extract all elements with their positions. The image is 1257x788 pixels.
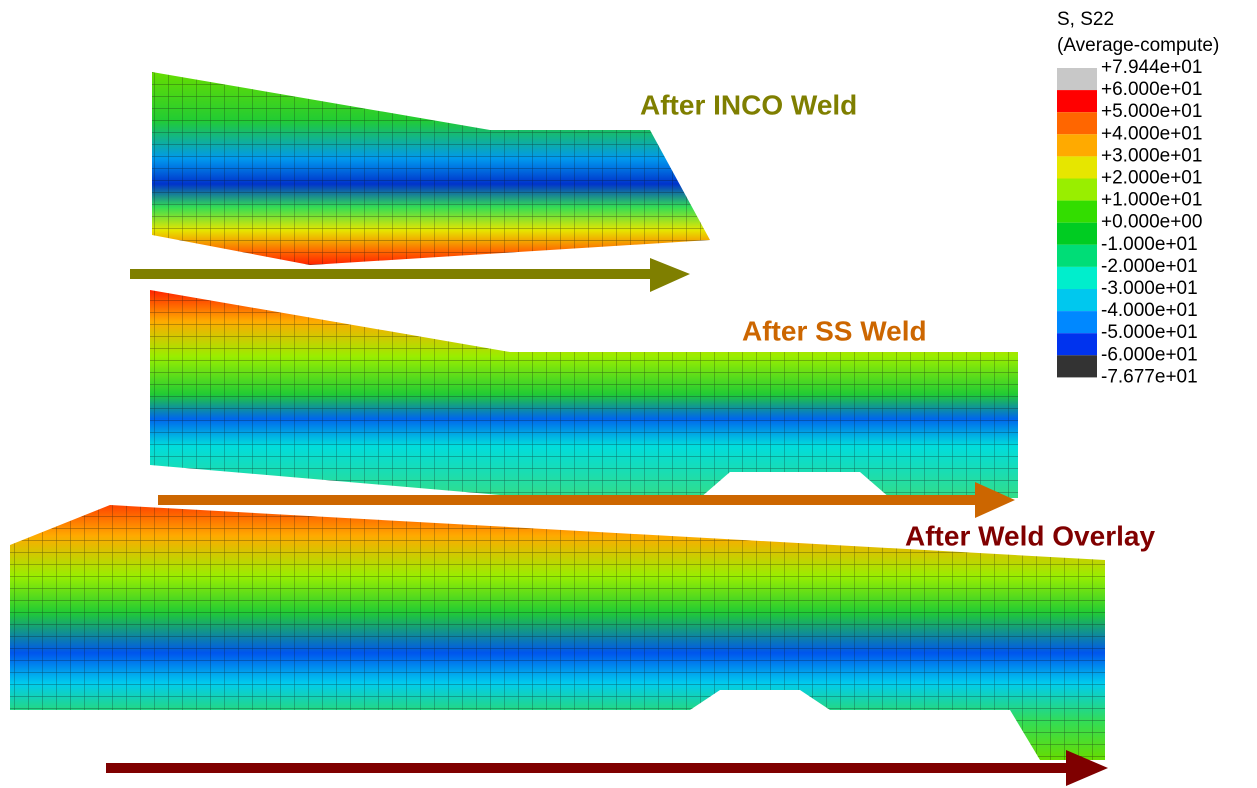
legend-label: -1.000e+01 bbox=[1101, 234, 1198, 255]
legend-label: -5.000e+01 bbox=[1101, 322, 1198, 343]
legend-swatch bbox=[1057, 333, 1097, 355]
legend-label: +4.000e+01 bbox=[1101, 123, 1202, 144]
legend-swatch bbox=[1057, 201, 1097, 223]
contour-plot-inco bbox=[152, 72, 710, 265]
legend-title: S, S22 bbox=[1057, 9, 1114, 30]
legend-swatch bbox=[1057, 134, 1097, 156]
caption: After INCO Weld bbox=[640, 89, 857, 120]
legend-colorbar bbox=[1057, 68, 1097, 377]
legend-title: (Average-compute) bbox=[1057, 35, 1219, 56]
legend-label: +7.944e+01 bbox=[1101, 57, 1202, 78]
caption: After Weld Overlay bbox=[905, 520, 1155, 551]
legend-swatch bbox=[1057, 245, 1097, 267]
legend-label: -7.677e+01 bbox=[1101, 366, 1198, 387]
legend-label: -6.000e+01 bbox=[1101, 344, 1198, 365]
legend-swatch bbox=[1057, 90, 1097, 112]
legend-swatch bbox=[1057, 179, 1097, 201]
legend-label: +3.000e+01 bbox=[1101, 145, 1202, 166]
legend-label: +5.000e+01 bbox=[1101, 101, 1202, 122]
legend-label: +2.000e+01 bbox=[1101, 168, 1202, 189]
legend-label: -2.000e+01 bbox=[1101, 256, 1198, 277]
figure: After INCO Weld After SS Weld After Weld… bbox=[0, 0, 1257, 788]
legend-swatch bbox=[1057, 112, 1097, 134]
legend-swatch bbox=[1057, 223, 1097, 245]
legend-label: +0.000e+00 bbox=[1101, 212, 1202, 233]
legend-label: +6.000e+01 bbox=[1101, 79, 1202, 100]
caption: After SS Weld bbox=[742, 315, 927, 346]
legend-swatch bbox=[1057, 68, 1097, 90]
legend-swatch bbox=[1057, 267, 1097, 289]
legend-swatch bbox=[1057, 156, 1097, 178]
legend-label: -3.000e+01 bbox=[1101, 278, 1198, 299]
legend-swatch bbox=[1057, 355, 1097, 377]
legend-label: -4.000e+01 bbox=[1101, 300, 1198, 321]
legend-swatch bbox=[1057, 311, 1097, 333]
legend-label: +1.000e+01 bbox=[1101, 190, 1202, 211]
legend-swatch bbox=[1057, 289, 1097, 311]
